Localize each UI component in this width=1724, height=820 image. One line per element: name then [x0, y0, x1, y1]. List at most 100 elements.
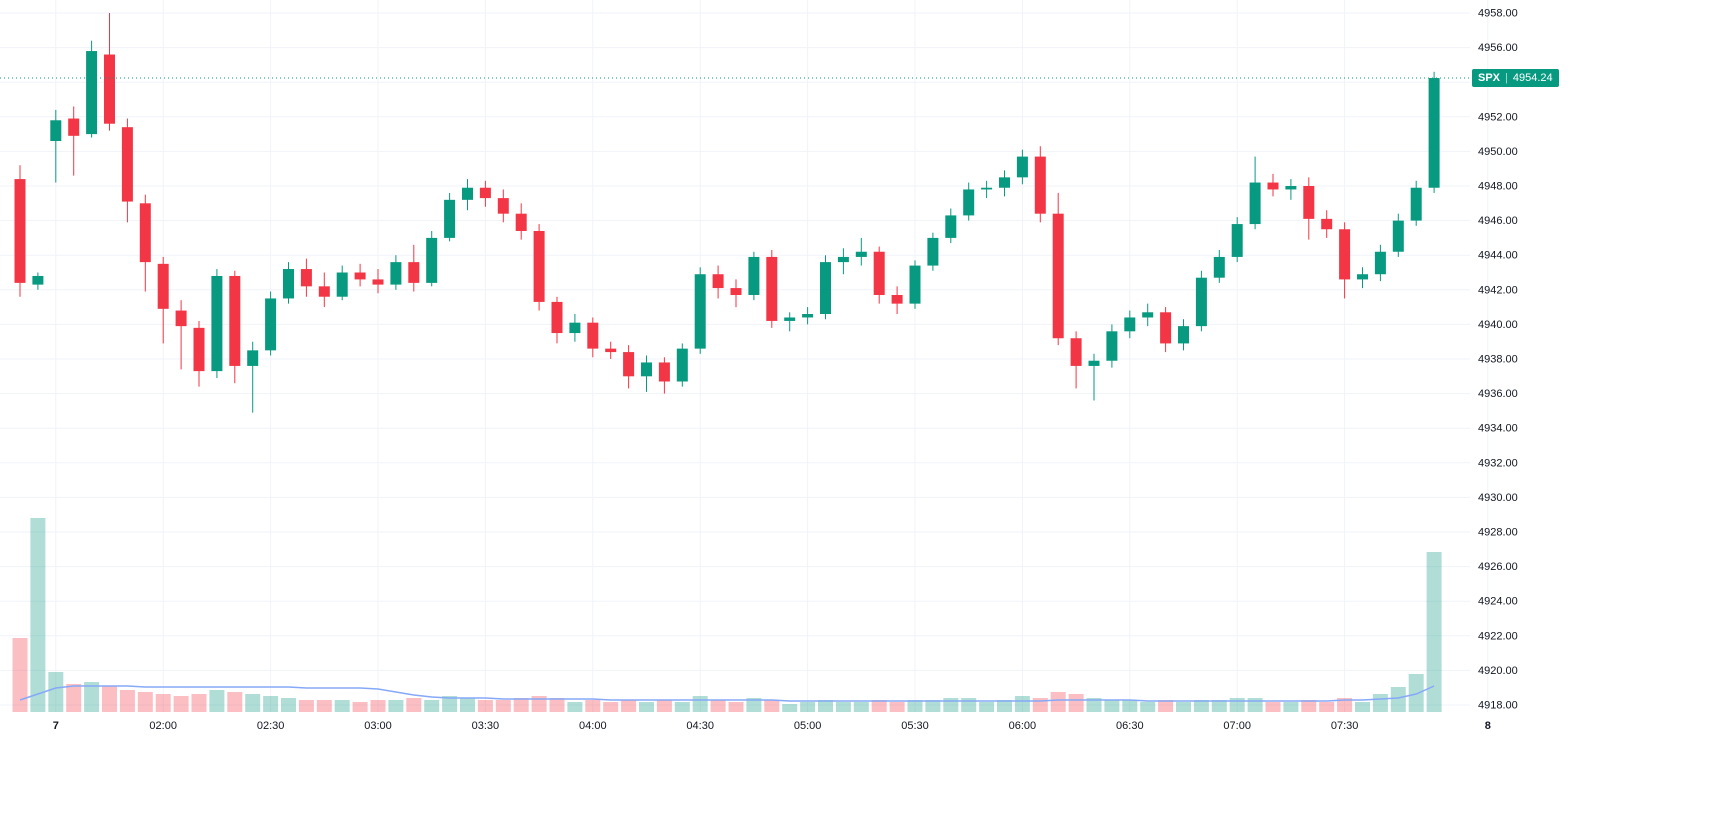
candle-body [229, 275, 241, 366]
candle-body [462, 187, 473, 200]
volume-bar [352, 702, 368, 712]
volume-bar [263, 696, 279, 712]
volume-bar [460, 698, 475, 712]
candle-body [121, 127, 133, 202]
volume-layer [12, 518, 1442, 712]
volume-bar [1426, 552, 1442, 712]
volume-bar [639, 702, 654, 712]
volume-bar [334, 700, 350, 712]
candle-body [68, 118, 80, 136]
candle-body [32, 275, 44, 285]
candle-body [551, 301, 563, 334]
candle-body [157, 263, 169, 309]
candle-body [283, 269, 294, 299]
candle-body [1160, 312, 1172, 344]
volume-bar [513, 698, 529, 712]
time-axis-label: 07:30 [1331, 720, 1359, 732]
price-axis-label: 4958.00 [1478, 8, 1518, 20]
volume-bar [1193, 700, 1209, 712]
candle-body [712, 274, 724, 289]
volume-bar [871, 700, 887, 712]
candle-body [909, 265, 921, 304]
candle-body [1267, 182, 1279, 190]
candle-body [1070, 338, 1082, 366]
candle-body [372, 279, 384, 285]
volume-bar [12, 638, 28, 712]
volume-bar [406, 698, 422, 712]
candle-body [1052, 213, 1064, 339]
volume-bar [746, 698, 762, 712]
last-price-value: 4954.24 [1512, 72, 1553, 85]
volume-bar [835, 702, 851, 712]
volume-bar [227, 692, 243, 712]
price-axis-label: 4948.00 [1478, 181, 1518, 193]
volume-bar [281, 698, 296, 712]
candle-body [211, 275, 223, 372]
volume-bar [818, 700, 833, 712]
volume-bar [979, 702, 995, 712]
volume-bar [585, 700, 601, 712]
candle-body [658, 362, 670, 382]
time-axis-label: 02:30 [257, 720, 285, 732]
volume-bar [710, 700, 726, 712]
candle-body [1231, 224, 1243, 257]
volume-bar [1283, 702, 1299, 712]
volume-bar [477, 700, 493, 712]
volume-bar [1122, 700, 1138, 712]
candle-body [587, 322, 599, 349]
volume-bar [495, 700, 511, 712]
volume-bar [853, 702, 869, 712]
candle-body [86, 51, 98, 135]
volume-bar [1355, 702, 1370, 712]
volume-bar [943, 698, 959, 712]
price-axis-label: 4938.00 [1478, 354, 1518, 366]
candle-body [193, 327, 205, 372]
candle-body [300, 269, 312, 287]
axes-layer[interactable]: 4958.004956.004954.004952.004950.004948.… [53, 8, 1518, 733]
volume-bar [674, 702, 690, 712]
volume-bar [1068, 694, 1084, 712]
price-axis-label: 4956.00 [1478, 42, 1518, 54]
candle-body [1213, 256, 1225, 278]
price-axis-label: 4932.00 [1478, 457, 1518, 469]
volume-ma-layer [19, 685, 1435, 702]
time-axis-label: 04:30 [686, 720, 714, 732]
candle-body [1195, 277, 1207, 327]
candle-body [1106, 331, 1118, 361]
volume-bar [728, 702, 744, 712]
candle-body [1088, 360, 1100, 366]
candle-body [605, 348, 617, 353]
volume-bar [1337, 698, 1353, 712]
volume-bar [800, 702, 816, 712]
candle-body [802, 314, 814, 318]
volume-bar [997, 700, 1012, 712]
volume-bar [1247, 698, 1263, 712]
volume-bar [621, 700, 637, 712]
volume-bar [961, 698, 977, 712]
candle-body [1142, 312, 1154, 318]
candle-body [676, 348, 688, 382]
volume-bar [907, 700, 923, 712]
volume-bar [782, 704, 798, 712]
candle-body [945, 215, 957, 238]
volume-ma-line [19, 685, 1435, 702]
volume-bar [155, 694, 171, 712]
candle-body [1249, 182, 1261, 225]
candle-body [1178, 326, 1189, 344]
candle-body [1124, 317, 1136, 332]
candle-body [497, 198, 509, 214]
candle-body [999, 177, 1010, 188]
volume-bar [1408, 674, 1424, 712]
volume-bar [370, 700, 386, 712]
candle-body [175, 310, 187, 327]
volume-bar [30, 518, 46, 712]
grid-layer [0, 0, 1489, 712]
time-axis-label: 02:00 [149, 720, 177, 732]
candle-body [1016, 156, 1028, 178]
volume-bar [925, 700, 941, 712]
volume-bar [1301, 700, 1317, 712]
volume-bar [173, 696, 189, 712]
candle-body [1357, 274, 1368, 280]
candle-body [1034, 156, 1046, 214]
